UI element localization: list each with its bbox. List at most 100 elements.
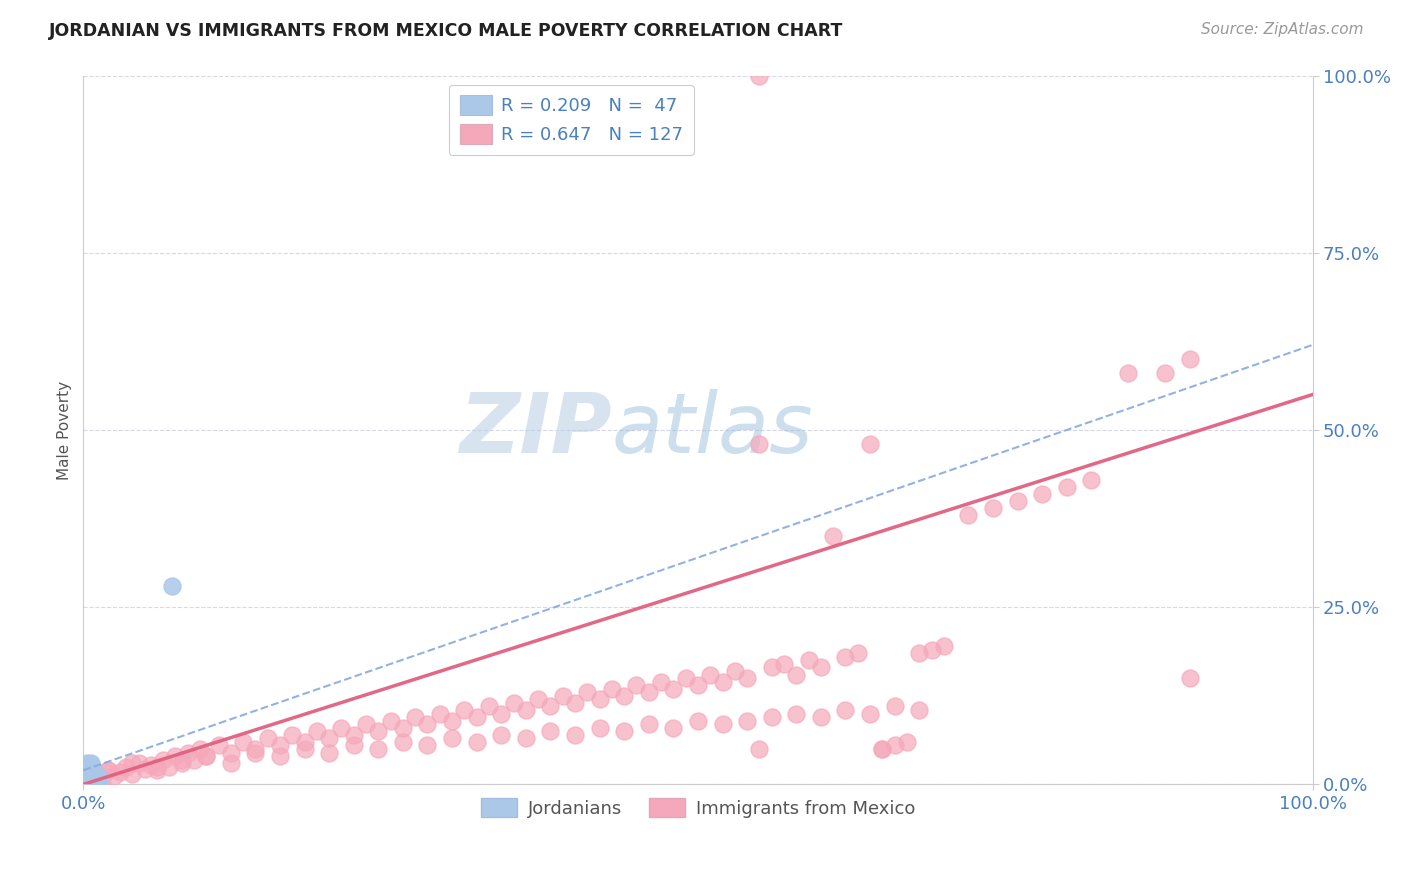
Point xyxy=(932,639,955,653)
Point xyxy=(343,728,366,742)
Point xyxy=(84,772,107,786)
Point xyxy=(82,764,104,778)
Point xyxy=(626,678,648,692)
Point xyxy=(84,766,107,780)
Point xyxy=(675,671,697,685)
Point xyxy=(785,667,807,681)
Point xyxy=(735,714,758,728)
Point xyxy=(416,717,439,731)
Point xyxy=(921,642,943,657)
Point xyxy=(170,753,193,767)
Point xyxy=(82,766,104,780)
Point xyxy=(108,764,131,779)
Point xyxy=(367,742,389,756)
Point xyxy=(318,731,340,746)
Point xyxy=(305,724,328,739)
Y-axis label: Male Poverty: Male Poverty xyxy=(58,380,72,480)
Point xyxy=(392,735,415,749)
Point xyxy=(686,678,709,692)
Point xyxy=(80,764,103,779)
Point xyxy=(367,724,389,739)
Point xyxy=(515,731,537,746)
Point xyxy=(134,762,156,776)
Point xyxy=(76,760,98,774)
Point xyxy=(83,770,105,784)
Point xyxy=(165,749,187,764)
Point xyxy=(527,692,550,706)
Point xyxy=(86,771,108,785)
Point xyxy=(87,773,110,788)
Point xyxy=(128,756,150,771)
Point xyxy=(87,773,110,788)
Point xyxy=(157,760,180,774)
Point xyxy=(711,717,734,731)
Point xyxy=(219,746,242,760)
Point xyxy=(392,721,415,735)
Point xyxy=(686,714,709,728)
Point xyxy=(491,706,513,721)
Point xyxy=(908,646,931,660)
Point xyxy=(115,760,138,774)
Point xyxy=(465,710,488,724)
Point xyxy=(859,437,882,451)
Point xyxy=(84,772,107,786)
Point xyxy=(79,761,101,775)
Point xyxy=(103,769,125,783)
Point xyxy=(761,660,783,674)
Point xyxy=(957,508,980,522)
Point xyxy=(170,756,193,771)
Point xyxy=(86,772,108,787)
Text: ZIP: ZIP xyxy=(460,390,612,470)
Point xyxy=(735,671,758,685)
Point xyxy=(343,739,366,753)
Point xyxy=(637,685,659,699)
Point xyxy=(160,579,183,593)
Point xyxy=(1056,480,1078,494)
Point xyxy=(1007,494,1029,508)
Point xyxy=(380,714,402,728)
Point xyxy=(77,762,100,776)
Point xyxy=(77,762,100,776)
Point xyxy=(883,739,905,753)
Point xyxy=(711,674,734,689)
Point xyxy=(502,696,524,710)
Point xyxy=(97,764,120,778)
Point xyxy=(748,69,770,83)
Point xyxy=(699,667,721,681)
Point xyxy=(207,739,229,753)
Point xyxy=(1154,366,1177,380)
Point xyxy=(79,760,101,774)
Legend: Jordanians, Immigrants from Mexico: Jordanians, Immigrants from Mexico xyxy=(474,791,922,825)
Point xyxy=(810,710,832,724)
Point xyxy=(650,674,672,689)
Point xyxy=(97,764,120,778)
Point xyxy=(330,721,353,735)
Point xyxy=(465,735,488,749)
Point xyxy=(1116,366,1139,380)
Point xyxy=(139,757,162,772)
Point xyxy=(748,742,770,756)
Point xyxy=(256,731,278,746)
Point xyxy=(83,771,105,785)
Point xyxy=(79,760,101,774)
Point xyxy=(219,756,242,771)
Point xyxy=(152,753,174,767)
Point xyxy=(662,721,685,735)
Point xyxy=(188,742,211,756)
Point xyxy=(281,728,304,742)
Point xyxy=(77,763,100,777)
Point xyxy=(491,728,513,742)
Point xyxy=(515,703,537,717)
Point xyxy=(195,749,218,764)
Point xyxy=(195,749,218,764)
Point xyxy=(294,735,316,749)
Point xyxy=(538,699,561,714)
Point xyxy=(576,685,599,699)
Point xyxy=(416,739,439,753)
Point xyxy=(76,757,98,772)
Point xyxy=(146,760,169,774)
Point xyxy=(79,764,101,778)
Point xyxy=(76,764,98,778)
Point xyxy=(453,703,475,717)
Point xyxy=(441,714,464,728)
